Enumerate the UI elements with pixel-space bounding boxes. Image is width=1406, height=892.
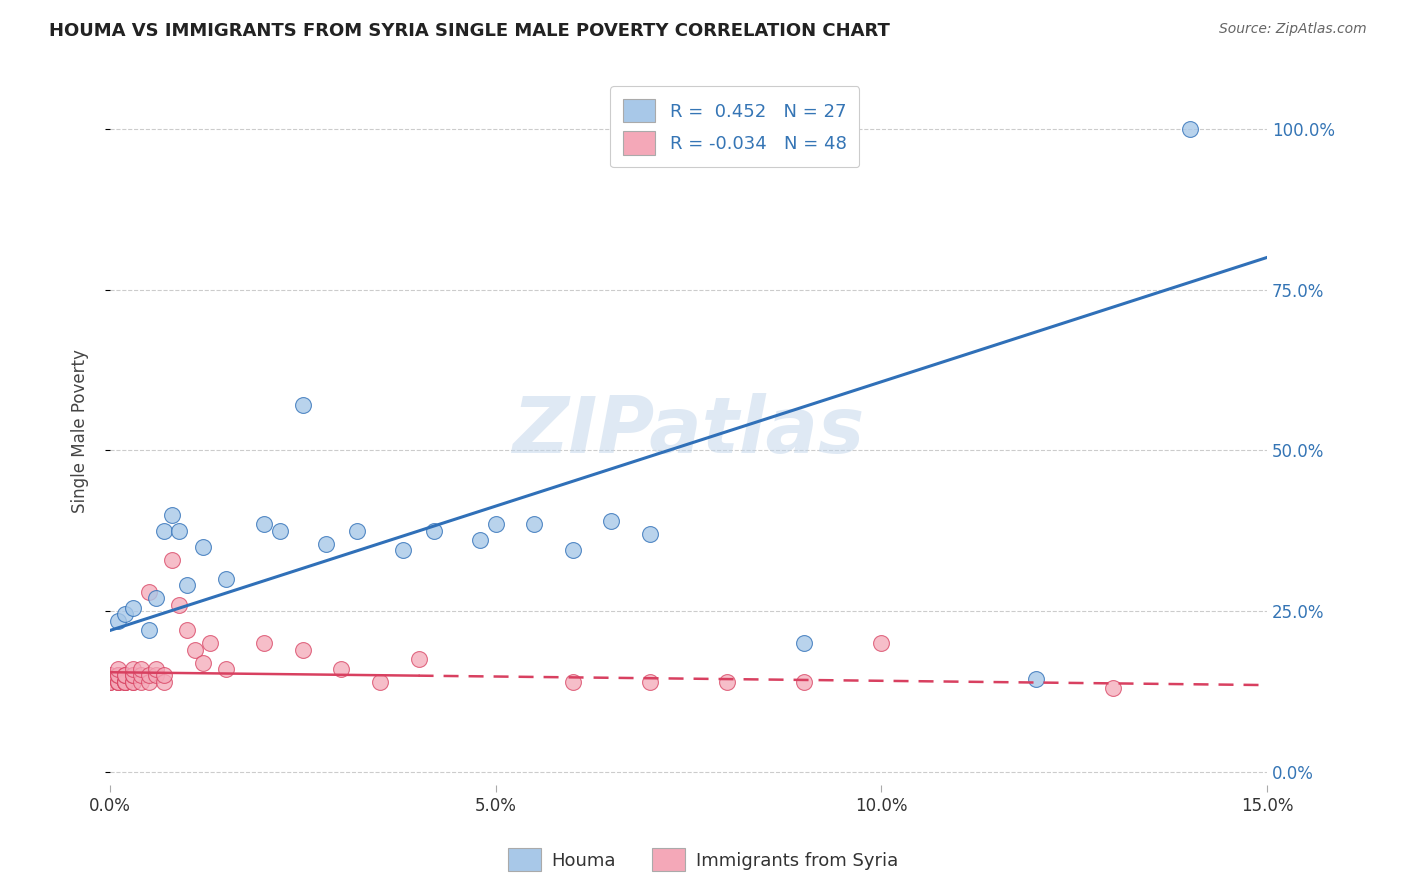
Point bbox=[129, 668, 152, 682]
Text: Source: ZipAtlas.com: Source: ZipAtlas.com bbox=[1219, 22, 1367, 37]
Point bbox=[215, 662, 238, 676]
Point bbox=[600, 514, 623, 528]
Point bbox=[107, 662, 129, 676]
Point bbox=[122, 662, 145, 676]
Point bbox=[114, 674, 136, 689]
Point bbox=[145, 668, 167, 682]
Point bbox=[122, 601, 145, 615]
Point bbox=[1178, 121, 1201, 136]
Point bbox=[122, 674, 145, 689]
Point bbox=[1101, 681, 1123, 696]
Legend: Houma, Immigrants from Syria: Houma, Immigrants from Syria bbox=[501, 841, 905, 879]
Point bbox=[408, 652, 430, 666]
Point bbox=[253, 517, 276, 532]
Point bbox=[122, 668, 145, 682]
Point bbox=[153, 524, 176, 538]
Point bbox=[122, 668, 145, 682]
Point bbox=[716, 674, 738, 689]
Point bbox=[200, 636, 222, 650]
Point bbox=[346, 524, 368, 538]
Point bbox=[145, 591, 167, 606]
Point bbox=[793, 674, 815, 689]
Point bbox=[98, 668, 121, 682]
Point bbox=[470, 533, 492, 548]
Point bbox=[315, 536, 337, 550]
Point bbox=[114, 674, 136, 689]
Point bbox=[107, 674, 129, 689]
Point bbox=[523, 517, 546, 532]
Point bbox=[114, 668, 136, 682]
Point bbox=[122, 674, 145, 689]
Point bbox=[253, 636, 276, 650]
Point bbox=[138, 668, 160, 682]
Point bbox=[176, 578, 198, 592]
Point bbox=[138, 674, 160, 689]
Point bbox=[98, 674, 121, 689]
Point bbox=[793, 636, 815, 650]
Point bbox=[107, 668, 129, 682]
Text: ZIPatlas: ZIPatlas bbox=[512, 393, 865, 469]
Point bbox=[191, 656, 214, 670]
Point bbox=[392, 543, 415, 558]
Point bbox=[485, 517, 508, 532]
Point bbox=[368, 674, 391, 689]
Point bbox=[107, 674, 129, 689]
Point bbox=[176, 624, 198, 638]
Point bbox=[138, 585, 160, 599]
Point bbox=[114, 668, 136, 682]
Point bbox=[169, 598, 191, 612]
Point bbox=[291, 642, 314, 657]
Point bbox=[184, 642, 207, 657]
Point bbox=[114, 674, 136, 689]
Point bbox=[160, 508, 183, 522]
Point bbox=[138, 624, 160, 638]
Point bbox=[160, 552, 183, 566]
Point bbox=[129, 662, 152, 676]
Point bbox=[215, 572, 238, 586]
Point bbox=[114, 607, 136, 622]
Point bbox=[107, 668, 129, 682]
Point bbox=[638, 527, 661, 541]
Point bbox=[561, 674, 583, 689]
Point bbox=[191, 540, 214, 554]
Point bbox=[114, 674, 136, 689]
Point bbox=[107, 674, 129, 689]
Point bbox=[169, 524, 191, 538]
Point bbox=[145, 662, 167, 676]
Point bbox=[153, 668, 176, 682]
Point bbox=[107, 614, 129, 628]
Text: HOUMA VS IMMIGRANTS FROM SYRIA SINGLE MALE POVERTY CORRELATION CHART: HOUMA VS IMMIGRANTS FROM SYRIA SINGLE MA… bbox=[49, 22, 890, 40]
Point bbox=[870, 636, 893, 650]
Point bbox=[1025, 672, 1047, 686]
Point bbox=[153, 674, 176, 689]
Point bbox=[98, 674, 121, 689]
Y-axis label: Single Male Poverty: Single Male Poverty bbox=[72, 349, 89, 513]
Point bbox=[129, 674, 152, 689]
Point bbox=[291, 398, 314, 412]
Point bbox=[269, 524, 291, 538]
Point bbox=[330, 662, 353, 676]
Point bbox=[638, 674, 661, 689]
Legend: R =  0.452   N = 27, R = -0.034   N = 48: R = 0.452 N = 27, R = -0.034 N = 48 bbox=[610, 87, 859, 167]
Point bbox=[561, 543, 583, 558]
Point bbox=[423, 524, 446, 538]
